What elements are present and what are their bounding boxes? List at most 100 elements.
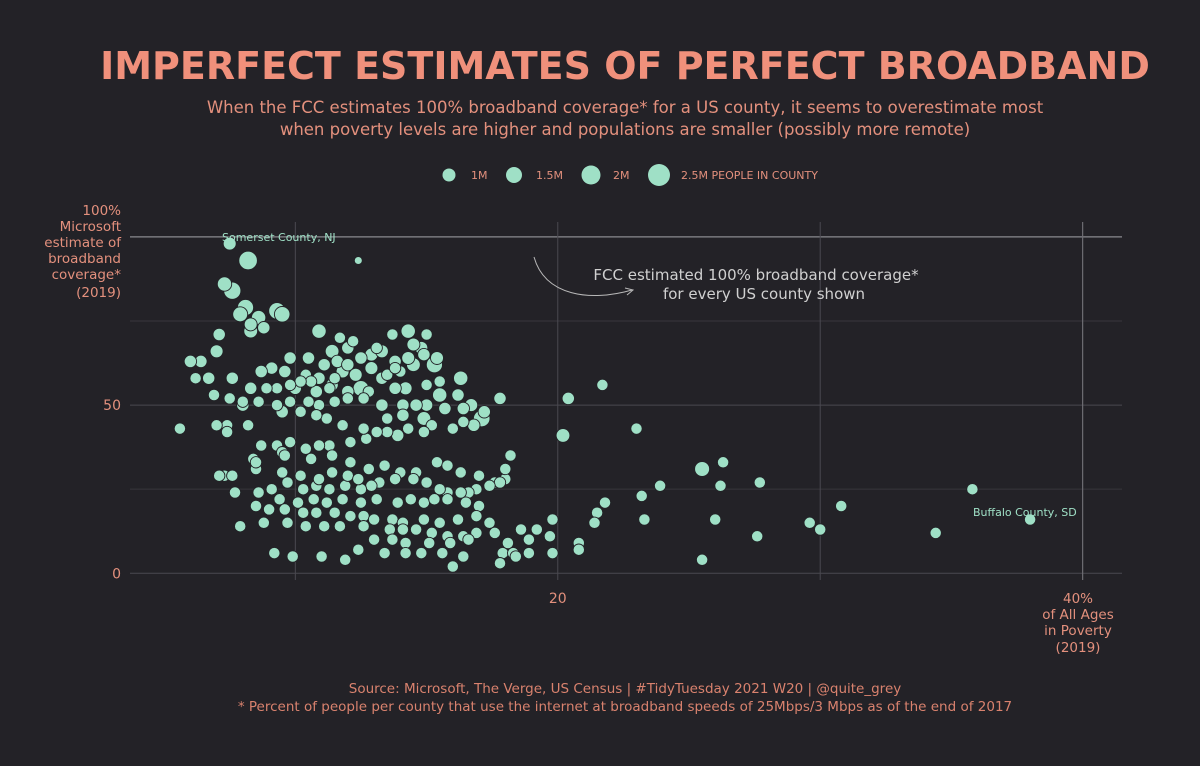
data-point — [386, 533, 399, 546]
data-point — [509, 550, 522, 563]
data-point — [312, 439, 326, 452]
data-point — [257, 516, 270, 529]
data-point — [835, 499, 848, 513]
data-point — [336, 419, 349, 432]
legend-circle — [648, 164, 670, 186]
data-point — [173, 422, 187, 435]
data-point — [202, 371, 216, 385]
caption-source: Source: Microsoft, The Verge, US Census … — [348, 681, 902, 697]
data-point — [433, 375, 446, 388]
subtitle-line-1: When the FCC estimates 100% broadband co… — [206, 98, 1044, 117]
data-point — [222, 236, 237, 251]
data-point — [226, 469, 239, 482]
data-point — [260, 382, 273, 395]
chart-subtitle: When the FCC estimates 100% broadband co… — [0, 97, 1200, 141]
data-point — [344, 456, 357, 469]
data-point — [352, 543, 365, 556]
data-point — [709, 513, 722, 526]
x-axis-title-line-3: in Poverty — [1044, 623, 1112, 639]
data-point — [446, 422, 459, 435]
data-point — [223, 392, 236, 405]
data-point — [417, 425, 431, 439]
data-point — [462, 533, 475, 546]
data-point — [268, 546, 281, 560]
data-point — [354, 496, 368, 509]
data-point — [381, 368, 394, 381]
data-point — [381, 412, 394, 425]
data-point — [281, 516, 294, 529]
data-point — [751, 530, 764, 543]
data-point — [451, 388, 465, 402]
data-point — [311, 323, 327, 339]
data-point — [493, 391, 507, 406]
data-point — [283, 351, 297, 365]
data-point — [546, 546, 559, 560]
data-point — [430, 351, 444, 365]
data-point — [454, 486, 467, 499]
data-point — [561, 391, 575, 406]
data-point — [353, 256, 363, 265]
data-point — [425, 419, 438, 432]
data-point — [457, 415, 470, 429]
data-point — [294, 405, 307, 418]
data-point — [383, 523, 396, 536]
x-axis-title-line-2: of All Ages — [1042, 607, 1113, 623]
data-point — [409, 398, 423, 412]
legend-circle — [442, 168, 456, 182]
data-point — [457, 550, 470, 563]
data-point — [254, 364, 268, 379]
data-point — [294, 469, 307, 482]
legend-circle — [581, 165, 601, 185]
data-point — [409, 523, 423, 536]
data-point — [493, 476, 507, 489]
data-point — [803, 516, 816, 529]
y-axis-title-line-5: coverage* — [52, 267, 122, 283]
data-point — [404, 493, 417, 506]
data-point — [555, 428, 571, 443]
data-point — [714, 479, 727, 492]
legend-label: 1M — [471, 169, 488, 182]
data-point — [596, 378, 609, 392]
data-point — [304, 375, 318, 388]
data-point — [323, 483, 336, 496]
x-tick-label-20: 20 — [549, 591, 567, 607]
data-point — [255, 439, 268, 452]
chart-caption: Source: Microsoft, The Verge, US Census … — [0, 680, 1200, 716]
data-point — [454, 466, 467, 479]
data-point — [436, 546, 449, 560]
data-point — [716, 456, 730, 469]
data-point — [244, 381, 258, 395]
data-point — [396, 408, 410, 422]
data-point — [320, 496, 333, 509]
data-point — [370, 341, 383, 355]
data-point — [432, 387, 448, 403]
fcc-note-line-1: FCC estimated 100% broadband coverage* — [593, 266, 919, 284]
data-point — [388, 472, 402, 486]
data-point — [249, 456, 263, 469]
data-point — [328, 372, 341, 385]
data-point — [459, 496, 473, 509]
grid-lines — [130, 222, 1122, 580]
data-point — [695, 553, 709, 566]
data-point — [590, 506, 604, 519]
x-axis-title-line-1: 40% — [1063, 591, 1093, 607]
data-point — [546, 513, 559, 526]
axis-ticks: 50 0 20 — [103, 398, 567, 607]
data-point — [228, 486, 242, 499]
data-point — [213, 469, 226, 482]
data-point — [378, 546, 391, 560]
data-point — [339, 553, 352, 566]
data-point — [283, 435, 297, 449]
y-tick-label-50: 50 — [103, 398, 121, 414]
data-point — [446, 560, 459, 573]
data-point — [325, 466, 339, 479]
data-point — [388, 361, 402, 375]
x-axis-title-line-4: (2019) — [1056, 640, 1101, 656]
data-point — [635, 489, 648, 503]
data-point — [522, 533, 536, 546]
data-point — [420, 476, 433, 489]
data-point — [417, 513, 431, 526]
data-point — [400, 323, 416, 339]
data-point — [341, 358, 355, 372]
